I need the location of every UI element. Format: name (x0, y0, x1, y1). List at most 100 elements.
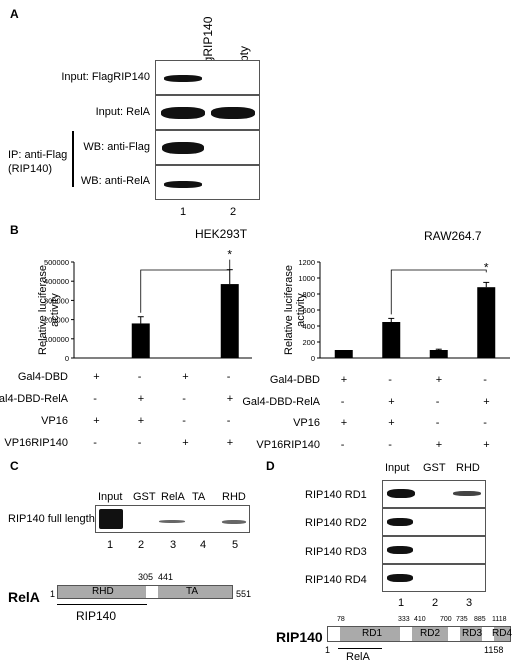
condition-sign: + (340, 374, 348, 386)
condition-sign: - (93, 393, 97, 405)
significance-bracket (390, 269, 487, 315)
condition-label: Gal4-DBD (17, 371, 68, 383)
d-pos-1118: 1118 (492, 616, 507, 623)
band (211, 107, 255, 119)
row-label-input-flagrip140: Input: FlagRIP140 (61, 71, 150, 83)
bar (429, 350, 448, 358)
d-row-rd4: RIP140 RD4 (305, 574, 367, 586)
blot-wb-rela (155, 165, 260, 200)
d-binding-line (338, 648, 382, 649)
d-protein-name: RIP140 (276, 629, 323, 645)
ta-domain-label: TA (186, 586, 199, 597)
blot-d-rd3 (382, 536, 486, 564)
lane-number-2: 2 (230, 206, 237, 218)
condition-sign: + (93, 371, 100, 383)
blot-input-rela (155, 95, 260, 130)
condition-sign: + (182, 437, 189, 449)
rd2-label: RD2 (420, 628, 441, 639)
condition-sign: - (483, 417, 487, 429)
c-lane-number-4: 4 (200, 539, 207, 551)
rd3-domain (460, 627, 482, 641)
condition-sign: - (340, 396, 345, 408)
y-axis-label: Relative luciferase (37, 265, 49, 355)
significance-star: * (227, 248, 232, 262)
d-start: 1 (325, 645, 331, 655)
c-lane-number-1: 1 (107, 539, 114, 551)
significance-star: * (484, 260, 489, 274)
c-end: 551 (236, 589, 252, 599)
condition-sign: - (226, 371, 231, 383)
condition-sign: - (483, 374, 487, 386)
y-tick-label: 100000 (44, 335, 69, 344)
d-pos-333: 333 (398, 616, 410, 623)
band (387, 489, 415, 498)
ip-label-rip140: (RIP140) (8, 163, 53, 175)
chart2-title: RAW264.7 (424, 229, 482, 243)
bar (131, 323, 150, 358)
rd2-domain (412, 627, 448, 641)
blot-wb-flag (155, 130, 260, 165)
panel-d-letter: D (266, 459, 275, 473)
c-binding-label: RIP140 (76, 609, 117, 623)
band (453, 491, 481, 496)
d-end: 1158 (484, 645, 504, 655)
rd1-domain (340, 627, 400, 641)
bar (382, 322, 401, 358)
d-pos-885: 885 (474, 616, 486, 623)
condition-label: VP16 (293, 417, 320, 429)
blot-d-rd1 (382, 480, 486, 508)
significance-bracket (140, 259, 231, 313)
y-axis-label: Relative luciferase (283, 265, 295, 355)
panel-b-letter: B (10, 223, 19, 237)
y-axis-label: activity (49, 293, 61, 327)
y-tick-label: 400000 (44, 277, 69, 286)
rd4-domain (494, 627, 510, 641)
condition-sign: - (182, 415, 186, 427)
condition-sign: + (226, 437, 234, 449)
row-label-input-rela: Input: RelA (95, 106, 150, 118)
c-lane-input: Input (98, 491, 123, 503)
rhd-domain-label: RHD (92, 586, 114, 597)
c-lane-number-5: 5 (232, 539, 239, 551)
condition-sign: - (435, 417, 440, 429)
ip-label: IP: anti-Flag (8, 149, 68, 161)
condition-sign: + (93, 415, 100, 427)
c-boundary-305: 305 (138, 572, 154, 582)
band (161, 107, 205, 119)
condition-sign: - (182, 393, 186, 405)
d-lane-gst: GST (423, 462, 446, 474)
row-label-wb-flag: WB: anti-Flag (83, 141, 150, 153)
row-label-wb-rela: WB: anti-RelA (80, 175, 150, 187)
condition-sign: + (388, 417, 395, 429)
band (387, 574, 413, 582)
y-tick-label: 1200 (298, 258, 315, 267)
condition-label: VP16 (41, 415, 68, 427)
condition-sign: + (340, 417, 348, 429)
condition-label: VP16RIP140 (256, 439, 320, 451)
y-tick-label: 300000 (44, 296, 69, 305)
panel-a-letter: A (10, 7, 19, 21)
d-pos-735: 735 (456, 616, 468, 623)
c-binding-line (57, 604, 147, 605)
rhd-domain (58, 586, 146, 598)
blot-input-flagrip140 (155, 60, 260, 95)
c-lane-number-2: 2 (138, 539, 145, 551)
condition-sign: + (435, 439, 443, 451)
band (159, 520, 185, 523)
condition-sign: - (137, 371, 142, 383)
blot-d-rd4 (382, 564, 486, 592)
condition-sign: + (137, 393, 145, 405)
condition-label: Gal4-DBD-RelA (0, 393, 68, 405)
ta-domain (158, 586, 232, 598)
y-tick-label: 1000 (298, 274, 315, 283)
y-tick-label: 200000 (44, 316, 69, 325)
c-lane-rhd: RHD (222, 491, 246, 503)
c-lane-gst: GST (133, 491, 156, 503)
y-tick-label: 400 (302, 322, 315, 331)
condition-sign: + (226, 393, 234, 405)
rd1-label: RD1 (362, 628, 383, 639)
d-lane-input: Input (385, 462, 410, 474)
condition-sign: + (483, 396, 490, 408)
condition-sign: + (388, 396, 395, 408)
